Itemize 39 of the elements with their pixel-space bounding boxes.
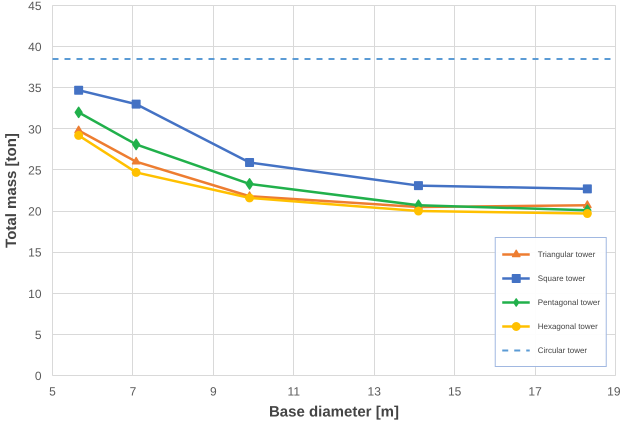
x-tick-label: 11: [288, 384, 300, 398]
y-tick-label: 45: [28, 0, 42, 13]
point: [245, 193, 254, 202]
point: [132, 168, 141, 177]
y-axis-title: Total mass [ton]: [3, 133, 20, 248]
legend-label: Square tower: [538, 272, 586, 285]
x-tick-label: 17: [528, 384, 542, 398]
point: [132, 138, 140, 150]
y-tick-label: 35: [28, 81, 42, 96]
y-tick-label: 25: [28, 163, 42, 178]
legend-label: Circular tower: [538, 344, 588, 356]
x-tick-label: 7: [130, 384, 137, 398]
x-axis-title: Base diameter [m]: [268, 404, 400, 420]
y-tick-label: 20: [28, 204, 42, 219]
point: [582, 184, 592, 194]
point: [74, 86, 84, 95]
point: [132, 156, 141, 165]
x-tick-label: 5: [49, 384, 56, 398]
point: [414, 181, 423, 190]
x-tick-label: 15: [448, 384, 462, 398]
y-tick-label: 10: [28, 286, 42, 301]
point: [582, 209, 592, 218]
y-tick-label: 15: [28, 246, 42, 260]
x-tick-label: 13: [368, 384, 382, 398]
point: [245, 178, 254, 190]
point: [245, 158, 254, 168]
legend-label: Triangular tower: [538, 248, 596, 261]
point: [414, 206, 423, 216]
y-tick-label: 30: [28, 122, 42, 136]
point: [132, 100, 141, 109]
x-tick-label: 9: [210, 384, 218, 398]
point: [74, 130, 84, 140]
x-tick-label: 19: [607, 384, 620, 398]
y-tick-label: 40: [28, 40, 42, 54]
legend-label: Hexagonal tower: [538, 320, 598, 333]
y-tick-label: 5: [34, 328, 42, 342]
legend-label: Pentagonal tower: [538, 296, 600, 309]
point: [74, 106, 83, 118]
y-tick-label: 0: [34, 369, 42, 383]
